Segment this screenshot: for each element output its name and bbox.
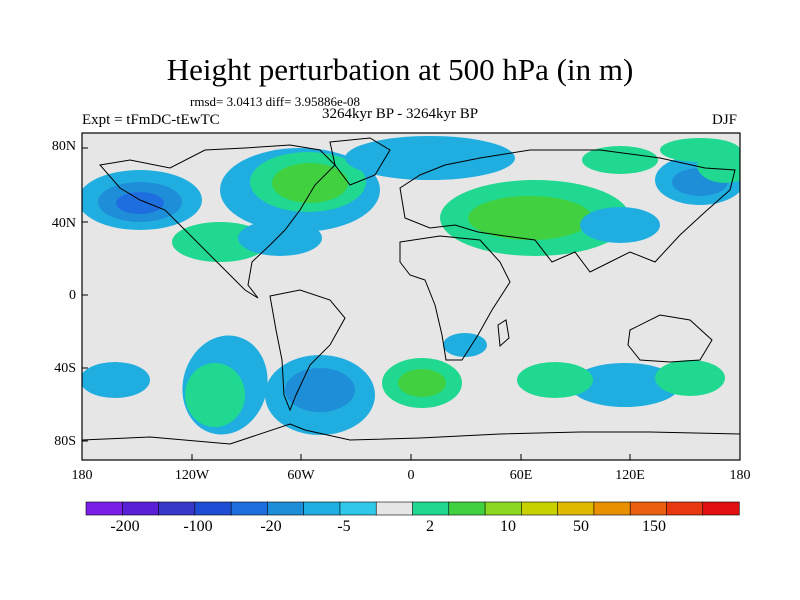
anomaly-canada-core: [272, 163, 348, 203]
colorbar-swatch: [448, 501, 486, 516]
coast-north-america: [99, 144, 336, 299]
lat-tick-40n: 40N: [51, 216, 76, 231]
colorbar-swatch: [230, 501, 268, 516]
colorbar-swatch: [521, 501, 559, 516]
lon-tick-60w: 60W: [287, 468, 315, 483]
lon-tick-120w: 120W: [174, 468, 210, 483]
coast-antarctica: [82, 423, 740, 445]
anomaly-tasman-positive: [655, 360, 725, 396]
colorbar-swatch: [339, 501, 377, 516]
lon-tick-180e: 180: [729, 468, 751, 483]
coast-south-america: [269, 289, 346, 412]
anomaly-south-africa: [443, 333, 487, 357]
colorbar-swatch: [158, 501, 196, 516]
anomaly-arctic-atlantic: [345, 136, 515, 180]
anomaly-alaska-core: [116, 192, 164, 214]
lon-tick-120e: 120E: [615, 468, 645, 483]
season-label: DJF: [712, 112, 738, 128]
anomaly-s-atlantic-core: [398, 369, 446, 397]
lon-tick-180w: 180: [71, 468, 93, 483]
coast-greenland: [329, 137, 391, 186]
colorbar-swatch: [267, 501, 305, 516]
anomaly-eurasia-core: [468, 196, 592, 240]
anomaly-s-indian: [570, 363, 680, 407]
height-anomaly-field: [82, 136, 740, 435]
period-label: 3264kyr BP - 3264kyr BP: [322, 106, 479, 122]
axis-ticks: [81, 147, 741, 460]
colorbar-label-2: -100: [183, 518, 213, 535]
colorbar-label-8: 150: [642, 518, 666, 535]
map-title: Height perturbation at 500 hPa (in m): [166, 52, 634, 87]
coast-africa: [399, 235, 511, 361]
coast-madagascar: [497, 319, 510, 348]
colorbar-label-6: 10: [500, 518, 516, 535]
colorbar-swatch: [593, 501, 631, 516]
lat-tick-40s: 40S: [54, 361, 76, 376]
colorbar-label-1: -200: [110, 518, 140, 535]
colorbar-label-3: -20: [260, 518, 282, 535]
lat-tick-0: 0: [69, 288, 76, 303]
colorbar-label-4: -5: [337, 518, 351, 535]
anomaly-s-pacific-west: [82, 362, 150, 398]
anomaly-drake-core: [285, 368, 355, 412]
colorbar-swatch: [85, 501, 123, 516]
lon-tick-60e: 60E: [509, 468, 533, 483]
colorbar-label-5: 2: [426, 518, 434, 535]
colorbar-swatch: [375, 501, 414, 516]
anomaly-china-negative: [580, 207, 660, 243]
colorbar-swatch: [484, 501, 522, 516]
experiment-label: Expt = tFmDC-tEwTC: [82, 112, 220, 128]
colorbar-swatch: [557, 501, 595, 516]
coastlines: [82, 137, 740, 445]
coast-australia: [627, 314, 713, 363]
anomaly-se-pacific-core: [185, 363, 245, 427]
rmsd-diff-stats: rmsd= 3.0413 diff= 3.95886e-08: [190, 94, 361, 109]
colorbar-swatch: [303, 501, 341, 516]
lat-tick-80s: 80S: [54, 434, 76, 449]
lat-tick-80n: 80N: [51, 139, 76, 154]
lon-tick-0: 0: [407, 468, 415, 483]
colorbar-swatch: [194, 501, 232, 516]
colorbar-swatch: [666, 501, 704, 516]
colorbar-label-7: 50: [573, 518, 589, 535]
anomaly-siberia-positive: [582, 146, 658, 174]
anomaly-nw-arctic: [660, 138, 740, 162]
colorbar-swatch: [702, 501, 740, 516]
anomaly-natlantic-west: [238, 220, 322, 256]
coast-eurasia: [399, 149, 736, 273]
anomaly-s-indian-positive: [517, 362, 593, 398]
colorbar-swatch: [629, 501, 668, 516]
colorbar-swatch: [412, 501, 450, 516]
colorbar-swatch: [121, 501, 160, 516]
colorbar: [85, 501, 740, 516]
